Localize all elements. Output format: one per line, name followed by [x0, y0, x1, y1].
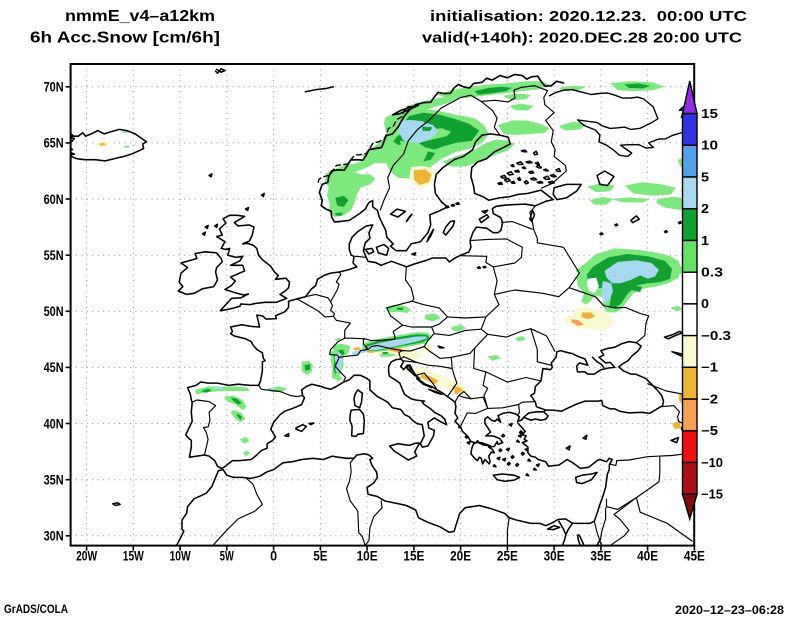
svg-text:6h Acc.Snow [cm/6h]: 6h Acc.Snow [cm/6h] — [30, 30, 220, 47]
svg-text:15E: 15E — [403, 549, 424, 564]
svg-text:45E: 45E — [684, 549, 705, 564]
svg-text:0: 0 — [701, 297, 709, 311]
svg-text:50N: 50N — [44, 304, 64, 319]
svg-text:5W: 5W — [220, 549, 234, 564]
svg-text:45N: 45N — [44, 360, 64, 375]
svg-text:40E: 40E — [637, 549, 658, 564]
svg-text:−1: −1 — [701, 361, 718, 375]
svg-text:−5: −5 — [701, 424, 718, 438]
svg-text:−0.3: −0.3 — [701, 329, 731, 343]
svg-text:20W: 20W — [76, 549, 97, 564]
svg-text:initialisation: 2020.12.23. 0: initialisation: 2020.12.23. 00:00 UTC — [430, 8, 747, 25]
svg-text:5E: 5E — [313, 549, 327, 564]
svg-text:10W: 10W — [170, 549, 191, 564]
svg-text:70N: 70N — [44, 80, 64, 95]
svg-text:GrADS/COLA: GrADS/COLA — [4, 602, 68, 616]
svg-text:valid(+140h): 2020.DEC.28 20:0: valid(+140h): 2020.DEC.28 20:00 UTC — [422, 30, 742, 47]
svg-text:15: 15 — [701, 107, 718, 121]
svg-text:nmmE_v4–a12km: nmmE_v4–a12km — [65, 8, 215, 25]
svg-text:40N: 40N — [44, 416, 64, 431]
svg-text:0.3: 0.3 — [701, 266, 723, 280]
svg-text:30N: 30N — [44, 529, 64, 544]
svg-text:−2: −2 — [701, 392, 718, 406]
svg-text:2: 2 — [701, 202, 709, 216]
svg-text:20E: 20E — [450, 549, 471, 564]
svg-text:−15: −15 — [701, 488, 723, 502]
svg-text:0: 0 — [270, 549, 277, 564]
svg-text:10: 10 — [701, 139, 718, 153]
svg-text:60N: 60N — [44, 192, 64, 207]
svg-text:15W: 15W — [123, 549, 144, 564]
svg-text:−10: −10 — [701, 456, 723, 470]
svg-text:25E: 25E — [497, 549, 518, 564]
svg-text:30E: 30E — [544, 549, 565, 564]
svg-text:65N: 65N — [44, 136, 64, 151]
svg-text:55N: 55N — [44, 248, 64, 263]
svg-text:35N: 35N — [44, 473, 64, 488]
svg-text:10E: 10E — [357, 549, 378, 564]
svg-text:2020–12–23–06:28: 2020–12–23–06:28 — [675, 603, 784, 617]
svg-text:1: 1 — [701, 234, 709, 248]
svg-text:5: 5 — [701, 170, 709, 184]
svg-text:35E: 35E — [590, 549, 611, 564]
